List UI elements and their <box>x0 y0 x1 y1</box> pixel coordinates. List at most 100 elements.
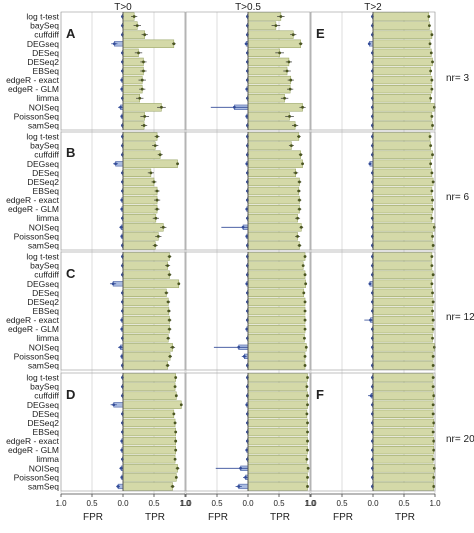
panel-plot <box>185 372 311 492</box>
tpr-bar <box>122 482 173 491</box>
tpr-bar <box>122 455 176 464</box>
tpr-point <box>431 385 435 389</box>
fpr-point <box>120 448 124 452</box>
tpr-point <box>301 162 304 166</box>
tpr-bar <box>372 391 435 400</box>
tpr-point <box>431 354 435 358</box>
tpr-bar <box>247 195 300 205</box>
tpr-point <box>176 162 179 166</box>
tpr-point <box>431 180 435 184</box>
tpr-point <box>288 114 291 118</box>
panel-plot <box>310 251 436 371</box>
tpr-bar <box>247 391 308 400</box>
tpr-point <box>168 273 171 277</box>
tpr-point <box>152 180 156 184</box>
x-tick-label: 0.5 <box>336 499 348 508</box>
tpr-axis-label: TPR <box>270 512 290 523</box>
tpr-bar <box>122 141 156 150</box>
category-label: PoissonSeq <box>14 231 60 241</box>
tpr-point <box>289 78 293 82</box>
x-tick-label: 0.5 <box>211 499 223 508</box>
panel-letter: D <box>66 387 75 402</box>
tpr-bar <box>122 252 170 261</box>
tpr-point <box>303 318 307 322</box>
tpr-bar <box>372 141 431 150</box>
tpr-bar <box>372 241 434 250</box>
row-label: nr= 6 <box>446 192 470 203</box>
tpr-point <box>179 403 183 407</box>
tpr-bar <box>372 352 434 361</box>
category-label: log t-test <box>26 252 59 262</box>
tpr-point <box>135 24 139 28</box>
tpr-point <box>432 345 436 349</box>
tpr-bar <box>247 85 291 94</box>
tpr-point <box>160 105 163 109</box>
tpr-point <box>305 457 309 461</box>
category-label: log t-test <box>26 12 59 22</box>
tpr-bar <box>247 177 300 187</box>
fpr-point <box>120 87 124 91</box>
category-label: samSeq <box>28 240 59 250</box>
tpr-bar <box>372 288 433 297</box>
tpr-bar <box>247 409 308 418</box>
fpr-point <box>241 225 245 229</box>
tpr-bar <box>122 261 168 270</box>
tpr-bar <box>372 436 435 446</box>
tpr-bar <box>247 352 306 361</box>
tpr-bar <box>372 382 434 391</box>
tpr-bar <box>247 288 305 297</box>
tpr-bar <box>122 132 158 141</box>
tpr-point <box>432 439 436 443</box>
category-label: edgeR - exact <box>6 315 60 325</box>
category-label: cuffdiff <box>34 30 59 40</box>
tpr-point <box>142 124 146 127</box>
tpr-point <box>432 485 436 488</box>
tpr-point <box>429 69 433 73</box>
tpr-point <box>431 244 435 247</box>
tpr-bar <box>247 427 308 437</box>
fpr-point <box>368 282 372 286</box>
tpr-bar <box>247 103 303 112</box>
tpr-bar <box>372 343 435 352</box>
tpr-point <box>172 42 176 46</box>
tpr-axis-label: TPR <box>145 512 165 523</box>
fpr-point <box>237 345 241 349</box>
category-label: NOISeq <box>29 222 60 232</box>
panel-plot <box>60 131 186 251</box>
tpr-point <box>431 60 434 64</box>
tpr-point <box>297 189 301 193</box>
tpr-bar <box>122 382 176 391</box>
tpr-point <box>431 364 435 367</box>
tpr-bar <box>247 297 306 307</box>
tpr-bar <box>122 121 145 130</box>
tpr-point <box>171 485 175 488</box>
tpr-point <box>430 171 434 175</box>
tpr-bar <box>372 455 434 464</box>
tpr-bar <box>372 279 433 288</box>
tpr-point <box>137 51 140 55</box>
tpr-point <box>306 394 309 398</box>
tpr-bar <box>247 455 308 464</box>
tpr-point <box>155 135 159 138</box>
category-label: DESeq <box>32 168 59 178</box>
tpr-point <box>298 207 301 211</box>
tpr-bar <box>372 12 430 21</box>
tpr-point <box>173 421 177 425</box>
fpr-point <box>369 318 372 322</box>
x-tick-label: 0.5 <box>273 499 285 508</box>
tpr-bar <box>372 482 435 491</box>
tpr-bar <box>247 334 305 343</box>
tpr-point <box>299 225 303 229</box>
tpr-point <box>431 207 434 211</box>
tpr-point <box>306 475 309 479</box>
fpr-point <box>245 327 249 331</box>
tpr-bar <box>247 112 290 121</box>
tpr-point <box>432 466 436 470</box>
fpr-point <box>120 475 124 479</box>
tpr-point <box>291 33 295 37</box>
category-label: EBSeq <box>33 66 60 76</box>
fpr-point <box>119 466 123 470</box>
tpr-point <box>431 198 434 202</box>
tpr-bar <box>122 241 156 250</box>
